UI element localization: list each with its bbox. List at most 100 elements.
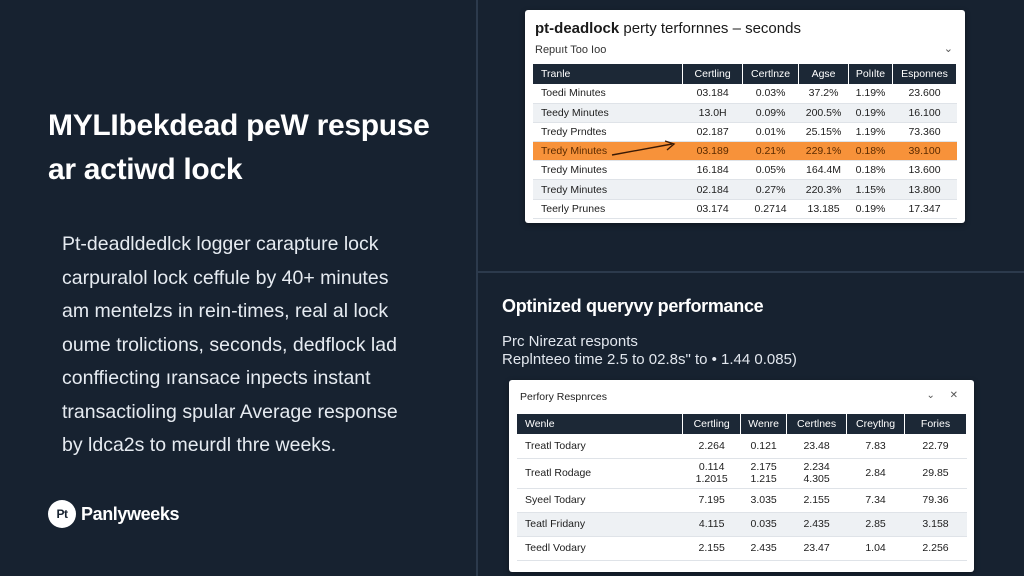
table-cell: 16.100 <box>892 103 957 123</box>
body-line: am mentelzs in rein-times, real al lock <box>62 300 389 322</box>
table-cell: 23.600 <box>892 84 957 104</box>
table-cell: 03.174 <box>682 199 743 219</box>
card-controls-icon[interactable]: ⌄ ✕ <box>926 390 964 401</box>
table-cell: 0.01% <box>742 122 799 143</box>
table-cell: 164.4M <box>798 160 849 181</box>
table-cell: Tredy Minutes <box>533 141 683 162</box>
table-cell: 13.185 <box>798 199 849 219</box>
headline: MYLIbekdead peW respuse ar actiwd lock <box>48 104 458 192</box>
table-cell: Syeel Todary <box>517 488 683 513</box>
table-cell: 0.18% <box>848 141 893 162</box>
table-cell: 0.18% <box>848 160 893 181</box>
table-cell: 0.09% <box>742 103 799 123</box>
table-cell: 0.114 1.2015 <box>682 458 741 489</box>
table-cell: Treatl Rodage <box>517 458 683 489</box>
table-row[interactable]: Teerly Prunes 03.174 0.2714 13.185 0.19%… <box>533 199 957 219</box>
table-cell: 03.184 <box>682 84 743 104</box>
table-row[interactable]: Toedi Minutes 03.184 0.03% 37.2% 1.19% 2… <box>533 84 957 104</box>
table-cell: 2.155 <box>786 488 847 513</box>
table-cell: 7.195 <box>682 488 741 513</box>
table-row[interactable]: Tredy Minutes 16.184 0.05% 164.4M 0.18% … <box>533 160 957 181</box>
top-card-subtitle: Repuıt Too Ioo <box>535 44 607 56</box>
column-header[interactable]: Certling <box>682 64 744 84</box>
table-cell: Teerly Prunes <box>533 199 683 219</box>
headline-line-2: ar actiwd lock <box>48 153 243 186</box>
column-header[interactable]: Wenle <box>517 414 684 434</box>
table-cell: 0.05% <box>742 160 799 181</box>
table-cell: 7.34 <box>846 488 905 513</box>
body-line: Pt-deadldedlck logger carapture lock <box>62 233 379 255</box>
table-cell: 7.83 <box>846 434 905 459</box>
table-cell: Tredy Minutes <box>533 160 683 181</box>
column-header[interactable]: Fories <box>904 414 967 434</box>
table-cell: Teedl Vodary <box>517 536 683 561</box>
top-results-table: Tranle Certling Certlnze Agse Polılte Es… <box>533 64 957 219</box>
horizontal-divider <box>478 271 1024 273</box>
column-header[interactable]: Esponnes <box>892 64 957 84</box>
table-cell: 0.2714 <box>742 199 799 219</box>
table-cell: 2.155 <box>682 536 741 561</box>
table-row-highlighted[interactable]: Tredy Minutes 03.189 0.21% 229.1% 0.18% … <box>533 141 957 162</box>
top-card-title-rest: perty terfornnes – seconds <box>619 20 801 37</box>
vertical-divider <box>476 0 478 576</box>
chevron-down-icon[interactable]: ⌄ <box>943 43 953 55</box>
table-cell: 1.19% <box>848 84 893 104</box>
column-header[interactable]: Agse <box>798 64 850 84</box>
table-cell: 3.035 <box>740 488 787 513</box>
table-cell: Toedi Minutes <box>533 84 683 104</box>
table-cell: 2.435 <box>740 536 787 561</box>
table-cell: 200.5% <box>798 103 849 123</box>
column-header[interactable]: Certlnze <box>742 64 800 84</box>
column-header[interactable]: Certling <box>682 414 742 434</box>
brand-logo-icon: Pt <box>48 500 76 528</box>
column-header[interactable]: Certlnes <box>786 414 848 434</box>
table-cell: 29.85 <box>904 458 967 489</box>
column-header[interactable]: Creytlng <box>846 414 906 434</box>
top-card-title-bold: pt-deadlock <box>535 20 620 37</box>
table-cell: 17.347 <box>892 199 957 219</box>
column-header[interactable]: Wenre <box>740 414 788 434</box>
table-row[interactable]: Tredy Minutes 02.184 0.27% 220.3% 1.15% … <box>533 179 957 200</box>
table-row[interactable]: Teedy Minutes 13.0H 0.09% 200.5% 0.19% 1… <box>533 103 957 123</box>
table-row[interactable]: Treatl Todary 2.264 0.121 23.48 7.83 22.… <box>517 434 967 459</box>
table-cell: 16.184 <box>682 160 743 181</box>
bottom-results-card: Perfory Respnrces ⌄ ✕ Wenle Certling Wen… <box>509 380 974 572</box>
table-cell: 73.360 <box>892 122 957 143</box>
table-row[interactable]: Tredy Prndtes 02.187 0.01% 25.15% 1.19% … <box>533 122 957 143</box>
table-cell: 25.15% <box>798 122 849 143</box>
body-line: oume trolictions, seconds, dedflock lad <box>62 333 397 356</box>
table-cell: 2.256 <box>904 536 967 561</box>
section-subtitle: Prc Nirezat responts <box>502 333 638 350</box>
column-header[interactable]: Polılte <box>848 64 893 84</box>
table-cell: 23.48 <box>786 434 847 459</box>
table-cell: 4.115 <box>682 512 741 537</box>
table-cell: 0.035 <box>740 512 787 537</box>
body-paragraph: Pt-deadldedlck logger carapture lock car… <box>62 228 467 463</box>
table-cell: 13.600 <box>892 160 957 181</box>
table-row[interactable]: Teatl Fridany 4.115 0.035 2.435 2.85 3.1… <box>517 512 967 537</box>
table-cell: 2.175 1.215 <box>740 458 787 489</box>
table-row[interactable]: Treatl Rodage 0.114 1.2015 2.175 1.215 2… <box>517 458 967 489</box>
table-row[interactable]: Teedl Vodary 2.155 2.435 23.47 1.04 2.25… <box>517 536 967 561</box>
table-cell: 2.264 <box>682 434 741 459</box>
table-cell: 0.27% <box>742 179 799 200</box>
table-cell: 2.435 <box>786 512 847 537</box>
body-line: carpuralol lock ceffule by 40+ minutes <box>62 266 389 289</box>
top-results-card: pt-deadlock perty terfornnes – seconds R… <box>525 10 965 223</box>
table-cell: 13.0H <box>682 103 743 123</box>
table-cell: 79.36 <box>904 488 967 513</box>
table-row[interactable]: Syeel Todary 7.195 3.035 2.155 7.34 79.3… <box>517 488 967 513</box>
brand: Pt Panlyweeks <box>48 500 179 528</box>
column-header[interactable]: Tranle <box>533 64 684 84</box>
bottom-card-title: Perfory Respnrces <box>520 391 607 403</box>
table-cell: 1.19% <box>848 122 893 143</box>
bottom-results-table: Wenle Certling Wenre Certlnes Creytlng F… <box>517 414 967 561</box>
table-cell: 2.84 <box>846 458 905 489</box>
table-cell: 0.19% <box>848 199 893 219</box>
table-cell: Tredy Prndtes <box>533 122 683 143</box>
table-cell: 2.234 4.305 <box>786 458 847 489</box>
table-header-row: Tranle Certling Certlnze Agse Polılte Es… <box>533 64 957 84</box>
body-line: by ldca2s to meurdl thre weeks. <box>62 434 337 456</box>
table-cell: 22.79 <box>904 434 967 459</box>
table-cell: 2.85 <box>846 512 905 537</box>
